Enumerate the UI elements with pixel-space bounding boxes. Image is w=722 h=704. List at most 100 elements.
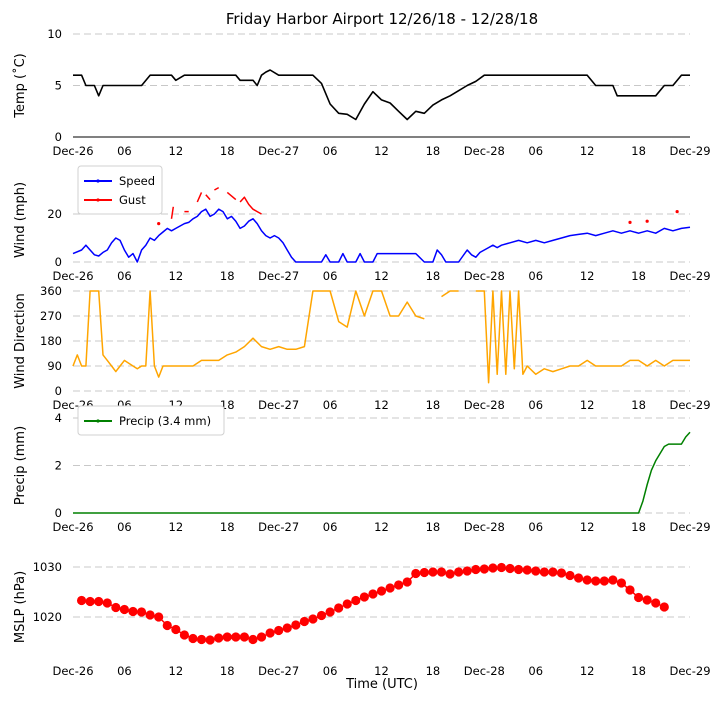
- mslp-panel: 1020 1030 Dec-26 06 12 18 Dec-27 06 12 18 Dec-28 06…: [13, 560, 711, 678]
- direction-y-tick-label: 270: [40, 309, 62, 323]
- precip-panel: 0 2 4 Dec-26 06 12 18 Dec-27 06 12 18 Dec-28 06 12 18 D…: [13, 405, 711, 534]
- mslp-point: [651, 598, 661, 608]
- precip-x-tick-label: 18: [426, 520, 441, 534]
- wind-legend-marker: [96, 179, 100, 183]
- precip-x-tick-label: 06: [323, 520, 338, 534]
- wind-series-0-line: [72, 208, 691, 263]
- mslp-x-tick-label: 06: [528, 664, 543, 678]
- mslp-point: [531, 566, 541, 576]
- mslp-point: [119, 604, 130, 615]
- mslp-point: [76, 595, 87, 606]
- mslp-y-tick-label: 1020: [33, 610, 62, 624]
- precip-x-tick-label: 06: [528, 520, 543, 534]
- mslp-point: [582, 575, 592, 585]
- temp-x-tick-label: 06: [117, 144, 132, 158]
- wind-x-tick-label: Dec-29: [669, 269, 710, 283]
- direction-y-axis-label: Wind Direction: [13, 293, 28, 389]
- wind-x-tick-label: 18: [631, 269, 646, 283]
- direction-series-0-line: [72, 290, 425, 378]
- direction-x-tick-label: Dec-27: [258, 398, 299, 412]
- mslp-point: [394, 580, 404, 590]
- mslp-x-tick-label: Dec-27: [258, 664, 299, 678]
- mslp-point: [111, 602, 121, 613]
- temp-series-0-line: [73, 69, 690, 121]
- wind-series-1-point: [675, 210, 679, 214]
- wind-series-1-point: [157, 222, 161, 226]
- precip-x-tick-label: Dec-29: [669, 520, 710, 534]
- x-axis-label: Time (UTC): [345, 677, 418, 692]
- mslp-point: [128, 606, 138, 617]
- precip-y-tick-label: 4: [55, 411, 62, 425]
- direction-x-tick-label: Dec-29: [669, 398, 710, 412]
- temp-x-tick-label: 06: [323, 144, 338, 158]
- mslp-point: [659, 602, 669, 612]
- wind-legend-box: [77, 165, 163, 215]
- wind-panel: 0 20 Dec-26 06 12 18 Dec-27 06 12 18 Dec-28 06 12 18 D…: [13, 165, 711, 283]
- mslp-point: [436, 567, 447, 577]
- mslp-point: [471, 564, 481, 575]
- mslp-point: [428, 567, 438, 577]
- mslp-point: [616, 578, 627, 588]
- mslp-point: [102, 598, 112, 608]
- chart-panels: 0 5 10 Dec-26 06 12 18 Dec-27 06 12 18 Dec-28 06 12 18…: [12, 27, 711, 678]
- wind-x-tick-label: 18: [426, 269, 441, 283]
- mslp-x-tick-label: 06: [323, 664, 338, 678]
- temp-y-tick-label: 10: [47, 27, 62, 41]
- temp-x-tick-label: 06: [528, 144, 543, 158]
- mslp-point: [548, 567, 558, 577]
- mslp-point: [94, 596, 104, 607]
- temp-x-tick-label: 12: [169, 144, 184, 158]
- mslp-point: [171, 624, 181, 635]
- mslp-point: [625, 585, 635, 595]
- chart-title: Friday Harbor Airport 12/26/18 - 12/28/1…: [226, 10, 538, 28]
- precip-x-tick-label: 18: [220, 520, 235, 534]
- wind-x-tick-label: 18: [220, 269, 235, 283]
- precip-x-tick-label: 06: [117, 520, 132, 534]
- mslp-x-tick-label: 12: [374, 664, 389, 678]
- temp-y-tick-label: 0: [55, 130, 62, 144]
- mslp-point: [265, 628, 275, 638]
- mslp-x-tick-label: 18: [220, 664, 235, 678]
- mslp-point: [342, 599, 352, 609]
- mslp-x-tick-label: 18: [426, 664, 441, 678]
- mslp-x-tick-label: 18: [631, 664, 646, 678]
- mslp-point: [308, 614, 318, 624]
- temp-y-axis-label: Temp (˚C): [12, 53, 28, 119]
- mslp-point: [496, 562, 507, 573]
- mslp-point: [274, 625, 284, 636]
- wind-series-1-line: [239, 196, 262, 215]
- mslp-x-tick-label: Dec-29: [669, 664, 710, 678]
- temp-x-tick-label: Dec-29: [669, 144, 710, 158]
- mslp-point: [196, 634, 207, 645]
- mslp-point: [85, 596, 95, 607]
- mslp-point: [282, 623, 292, 633]
- direction-x-tick-label: 12: [374, 398, 389, 412]
- mslp-point: [419, 567, 429, 578]
- mslp-point: [376, 586, 387, 596]
- mslp-point: [351, 595, 361, 606]
- temp-x-tick-label: 12: [374, 144, 389, 158]
- mslp-point: [325, 607, 335, 617]
- mslp-point: [454, 567, 464, 577]
- mslp-point: [539, 567, 549, 577]
- mslp-point: [368, 589, 378, 599]
- wind-series-1-line: [170, 206, 175, 219]
- direction-x-tick-label: 06: [528, 398, 543, 412]
- temp-x-tick-label: 18: [220, 144, 235, 158]
- wind-series-1-point: [645, 219, 649, 223]
- precip-x-tick-label: 12: [580, 520, 595, 534]
- precip-y-axis-label: Precip (mm): [13, 426, 28, 505]
- wind-x-tick-label: 12: [169, 269, 184, 283]
- temp-x-tick-label: Dec-27: [258, 144, 299, 158]
- wind-legend-label: Speed: [119, 174, 155, 188]
- mslp-point: [359, 592, 369, 602]
- mslp-point: [214, 633, 224, 643]
- mslp-point: [479, 564, 489, 574]
- wind-legend-marker: [96, 198, 100, 202]
- mslp-point: [291, 620, 301, 630]
- direction-y-tick-label: 90: [47, 359, 62, 373]
- mslp-point: [188, 633, 198, 644]
